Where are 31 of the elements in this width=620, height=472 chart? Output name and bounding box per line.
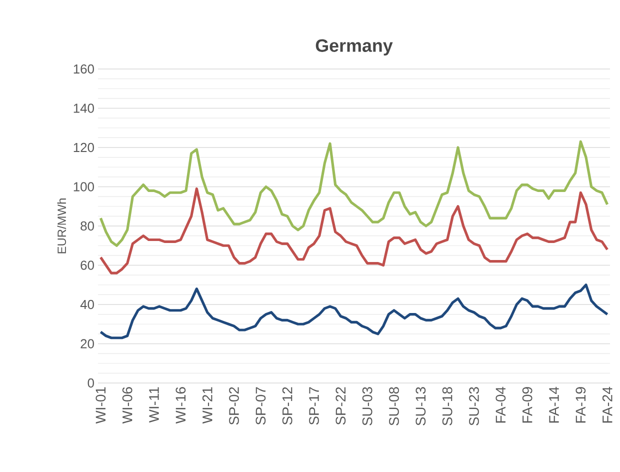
x-tick-label: SU-23 bbox=[469, 387, 479, 426]
x-tick-label: SP-12 bbox=[282, 387, 292, 425]
x-tick-label: FA-24 bbox=[602, 386, 612, 423]
y-tick-label: 60 bbox=[80, 260, 94, 270]
x-tick-label: WI-01 bbox=[96, 387, 106, 424]
x-tick-label: SU-13 bbox=[416, 387, 426, 426]
x-tick-label: SU-03 bbox=[362, 387, 372, 426]
chart-title: Germany bbox=[316, 39, 393, 56]
x-tick-label: WI-16 bbox=[176, 387, 186, 424]
y-tick-label: 140 bbox=[74, 104, 94, 113]
x-tick-label: SU-18 bbox=[442, 387, 452, 426]
x-tick-label: WI-06 bbox=[122, 387, 132, 424]
x-tick-label: SP-22 bbox=[336, 387, 346, 425]
x-tick-label: FA-14 bbox=[549, 386, 559, 423]
y-axis-title: EUR/MWh bbox=[57, 198, 66, 254]
x-tick-label: FA-19 bbox=[576, 387, 586, 423]
y-tick-label: 80 bbox=[80, 221, 94, 231]
y-tick-label: 160 bbox=[74, 64, 94, 74]
y-tick-label: 120 bbox=[74, 142, 94, 152]
x-tick-label: SP-07 bbox=[256, 387, 266, 425]
x-tick-label: FA-04 bbox=[496, 386, 506, 423]
x-tick-label: FA-09 bbox=[522, 387, 532, 423]
y-tick-label: 0 bbox=[88, 378, 94, 388]
x-tick-label: WI-11 bbox=[149, 387, 159, 423]
y-tick-label: 40 bbox=[80, 300, 94, 310]
x-tick-label: SP-02 bbox=[229, 387, 239, 425]
x-tick-label: SU-08 bbox=[389, 387, 399, 426]
y-tick-label: 100 bbox=[74, 182, 94, 192]
y-tick-label: 20 bbox=[80, 339, 94, 348]
x-tick-label: WI-21 bbox=[202, 387, 212, 424]
x-tick-label: SP-17 bbox=[309, 387, 319, 425]
